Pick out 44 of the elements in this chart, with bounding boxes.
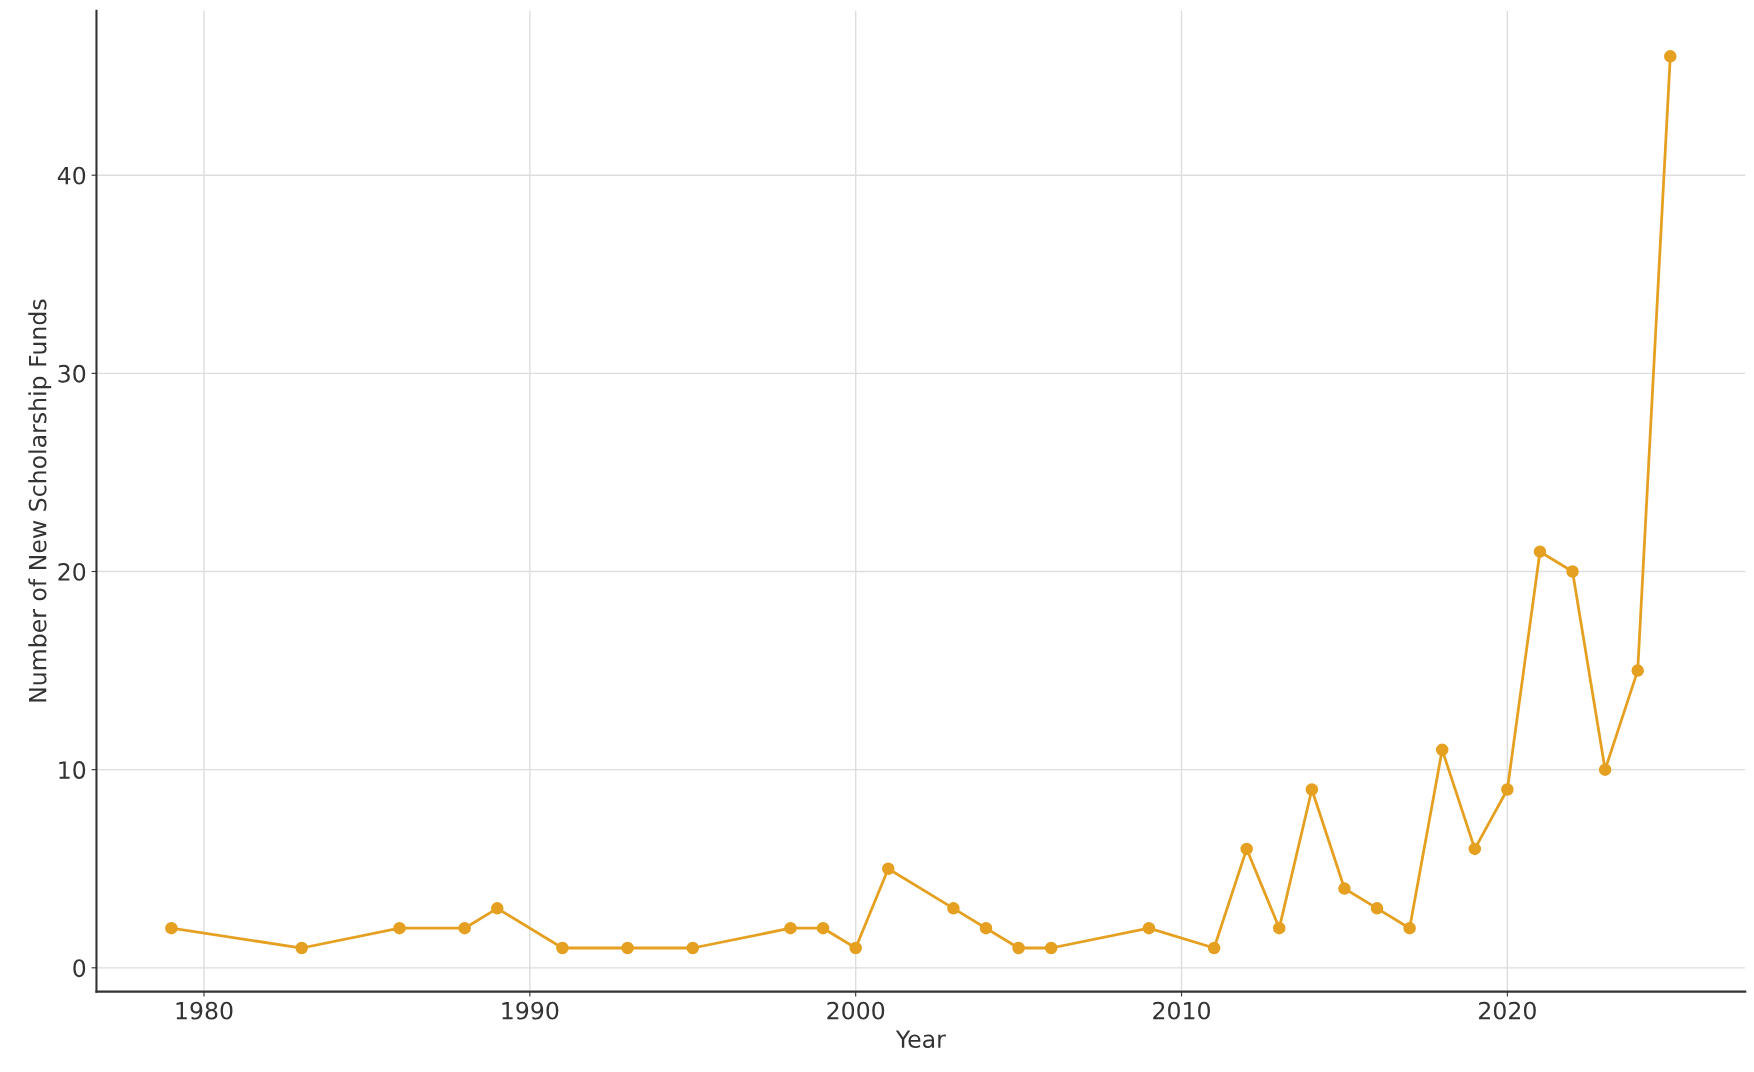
point	[491, 902, 504, 915]
x-axis-title: Year	[895, 1030, 946, 1049]
point	[1435, 743, 1449, 757]
y-tick-label: 40	[57, 166, 86, 185]
point	[621, 941, 634, 955]
point	[1207, 941, 1221, 955]
x-tick-label: 1980	[176, 1001, 233, 1020]
point	[556, 941, 569, 955]
point	[165, 921, 178, 935]
point	[849, 941, 862, 955]
x-tick-label: 2000	[827, 1001, 885, 1020]
x-tick-label: 2010	[1153, 1001, 1210, 1020]
point	[1631, 664, 1644, 677]
point	[393, 921, 406, 935]
point	[686, 941, 700, 955]
x-tick-label: 1990	[502, 1001, 559, 1020]
point	[458, 921, 471, 935]
point	[784, 921, 797, 935]
point	[1566, 565, 1579, 578]
point	[295, 941, 309, 955]
y-tick-label: 0	[73, 959, 86, 978]
point	[1305, 783, 1319, 796]
point	[1468, 842, 1482, 856]
point	[1664, 50, 1677, 63]
y-tick-label: 10	[59, 761, 86, 779]
point	[816, 921, 830, 935]
point	[1012, 941, 1025, 955]
point	[1240, 842, 1253, 856]
point	[1044, 941, 1058, 955]
point	[1403, 921, 1416, 935]
point	[1273, 921, 1286, 935]
point	[1501, 783, 1514, 796]
y-axis-title: Number of New Scholarship Funds	[28, 299, 52, 702]
point	[979, 921, 993, 935]
point	[1533, 545, 1547, 558]
point	[1338, 882, 1351, 895]
point	[1142, 921, 1156, 935]
point	[1370, 902, 1384, 915]
point	[1598, 763, 1612, 776]
y-tick-label: 30	[58, 364, 86, 383]
y-tick-label: 20	[58, 562, 86, 581]
point	[882, 862, 895, 875]
x-tick-label: 2020	[1479, 1001, 1536, 1020]
point	[947, 902, 960, 915]
